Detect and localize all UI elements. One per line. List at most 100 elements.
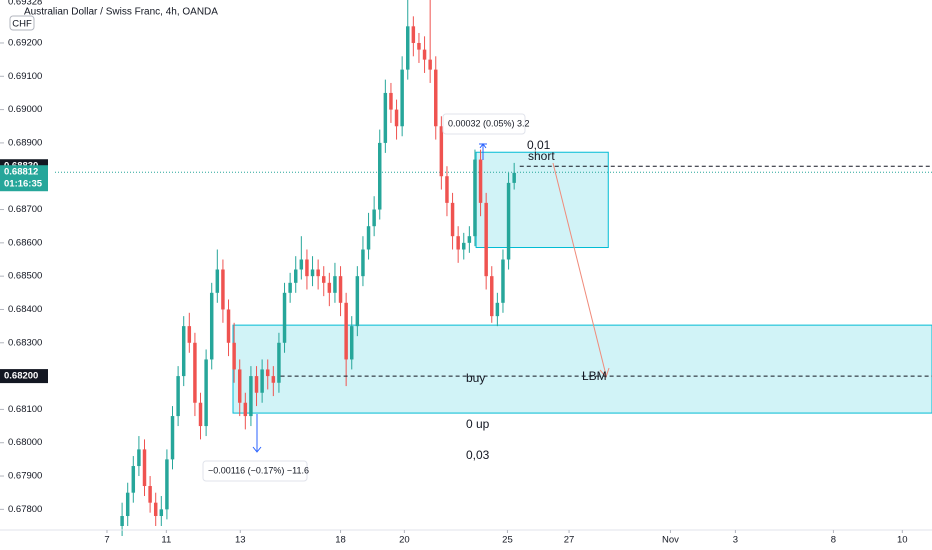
candle-body [254,376,259,393]
candle-body [400,69,404,127]
candle-body [361,249,365,277]
zone [232,324,932,414]
y-tick-label: 0.68600 [8,237,42,248]
candle-body [484,202,488,277]
candle-body [299,259,304,270]
lbm-arrow-head [599,367,610,378]
candle-body [490,276,494,317]
candle-body [260,369,264,393]
candle-body [237,369,242,403]
x-tick-label: 8 [831,535,836,546]
annotation: LBM [582,369,607,383]
currency: CHF [12,19,32,30]
x-tick-label: 7 [104,535,109,546]
annotation: 0.00032 (0.05%) 3.2 [448,118,530,128]
candle-body [327,282,332,293]
candle-body [221,269,225,310]
candle-body [406,26,410,70]
measure-box [202,460,308,482]
y-tick-label: 0.68700 [8,204,42,215]
candle-body [310,269,315,277]
x-tick-label: 3 [733,535,738,546]
candle-body [478,159,483,203]
x-tick-label: 11 [161,535,171,546]
candle-body [137,449,141,467]
measure-arrow-head [252,446,262,453]
candle-body [293,269,298,283]
x-tick-label: 13 [235,535,246,546]
x-tick-label: 18 [335,535,346,546]
candle-body [462,242,466,250]
candle-body [159,509,164,517]
candle-body [215,269,220,293]
candle-body [467,236,472,243]
zone [475,151,609,249]
candle-body [417,42,421,50]
y-tick-label: 0.67900 [8,471,42,482]
candle-body [394,109,399,127]
x-tick-label: Nov [662,535,679,546]
candle-body [316,269,320,277]
annotation: buy [466,371,485,385]
candle-body [456,236,460,250]
candle-body [232,342,236,370]
candle-body [209,292,214,360]
high-label: 0.69328 [8,0,42,8]
last-price-label: 0.68812 [4,167,38,178]
candle-body [506,182,511,260]
candle-body [131,466,136,493]
candle-body [389,92,393,110]
x-tick-label: 20 [399,535,410,546]
x-tick-label: 10 [897,535,908,546]
candle-body [153,502,158,517]
candle-body [265,369,270,377]
annotation: 0 up [466,417,490,431]
candle-body [372,209,376,227]
candle-body [288,282,292,293]
candle-body [411,26,416,43]
candle-body [338,276,343,303]
drawings-back [55,151,932,414]
candle-body [422,49,427,60]
candle-body [434,69,438,127]
y-tick-label: 0.68000 [8,437,42,448]
candle-body [165,459,169,510]
candle-body [333,276,337,293]
y-tick-label: 0.68100 [8,404,42,415]
candle-body [226,309,231,343]
x-tick-label: 27 [564,535,575,546]
candle-body [282,292,287,343]
annotation: 0,01 [527,138,551,152]
candle-body [271,376,276,383]
candle-body [495,302,500,317]
measure-arrow-head [479,143,487,149]
last-price-tag [0,165,48,192]
header: Australian Dollar / Swiss Franc, 4h, OAN… [9,7,218,31]
currency-badge [9,15,35,31]
candle-body [473,159,477,237]
candle-body [344,302,348,360]
candle-body [321,276,326,283]
y-tick-label: 0.67800 [8,504,42,515]
countdown: 01:16:35 [4,179,43,190]
measure-box [442,113,526,135]
candles [120,0,516,536]
lbm-arrow [552,162,607,376]
candle-body [305,259,309,277]
y-tick-label: 0.68300 [8,337,42,348]
candle-body [501,259,505,303]
candle-body [249,376,253,417]
annotation: short [528,149,555,163]
candle-body [120,516,124,527]
candle-body [378,142,382,210]
candle-body [366,226,371,250]
y-tick-label: 0.68400 [8,304,42,315]
candle-body [142,449,147,487]
candle-body [243,402,248,417]
candle-body [428,59,432,70]
candle-body [450,202,455,237]
